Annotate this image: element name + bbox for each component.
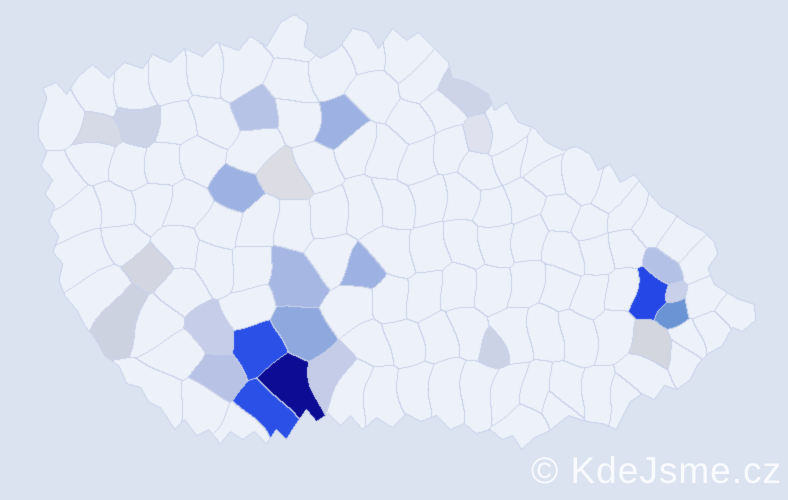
czech-districts-map: [0, 0, 788, 500]
map-stage: © KdeJsme.cz: [0, 0, 788, 500]
